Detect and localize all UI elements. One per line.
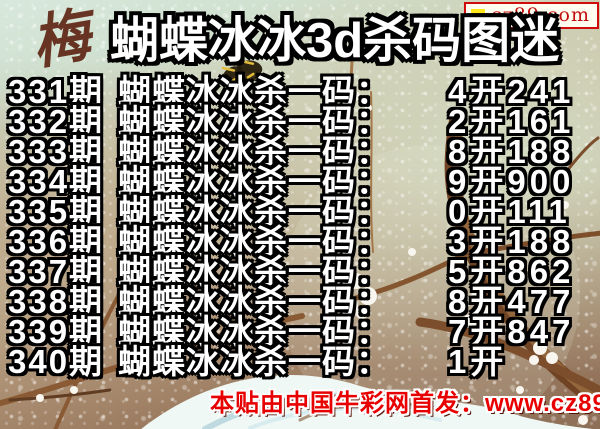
row-period: 333期 bbox=[8, 133, 105, 170]
row-label: 蝴蝶冰冰杀一码： bbox=[118, 283, 390, 320]
plum-blossoms bbox=[36, 91, 588, 425]
row-label: 蝴蝶冰冰杀一码： bbox=[118, 253, 390, 290]
prediction-row: 339期 蝴蝶冰冰杀一码： 7开847 bbox=[0, 313, 600, 350]
row-result: 9开900 bbox=[448, 163, 575, 200]
row-label: 蝴蝶冰冰杀一码： bbox=[118, 193, 390, 230]
row-label: 蝴蝶冰冰杀一码： bbox=[118, 133, 390, 170]
footer-credit-text: 本贴由中国牛彩网首发： bbox=[210, 390, 485, 417]
seal-calligraphy-marks bbox=[73, 134, 95, 233]
cz89-badge-label: cz89.com bbox=[491, 4, 590, 26]
row-label: 蝴蝶冰冰杀一码： bbox=[118, 73, 390, 110]
row-result: 8开188 bbox=[448, 133, 575, 170]
row-result: 5开862 bbox=[448, 253, 575, 290]
page-title: 蝴蝶冰冰3d杀码图迷 bbox=[110, 14, 560, 68]
yellow-square-icon bbox=[471, 8, 486, 23]
prediction-row: 331期 蝴蝶冰冰杀一码： 4开241 bbox=[0, 73, 600, 110]
calligraphy-mei: 梅 bbox=[26, 0, 96, 78]
row-label: 蝴蝶冰冰杀一码： bbox=[118, 313, 390, 350]
row-result: 1开 bbox=[448, 343, 508, 380]
light-halo bbox=[280, 145, 580, 429]
row-label: 蝴蝶冰冰杀一码： bbox=[118, 103, 390, 140]
row-period: 334期 bbox=[8, 163, 105, 200]
row-result: 2开161 bbox=[448, 103, 575, 140]
footer-credit[interactable]: 本贴由中国牛彩网首发：www.cz89.com bbox=[210, 390, 600, 418]
row-label: 蝴蝶冰冰杀一码： bbox=[118, 163, 390, 200]
branches bbox=[0, 60, 600, 429]
snow-mound bbox=[141, 375, 593, 429]
prediction-row: 336期 蝴蝶冰冰杀一码： 3开188 bbox=[0, 223, 600, 260]
row-result: 3开188 bbox=[448, 223, 575, 260]
prediction-row: 338期 蝴蝶冰冰杀一码： 8开477 bbox=[0, 283, 600, 320]
row-result: 4开241 bbox=[448, 73, 575, 110]
row-result: 7开847 bbox=[448, 313, 575, 350]
cz89-badge[interactable]: cz89.com bbox=[464, 2, 599, 29]
prediction-row: 340期 蝴蝶冰冰杀一码： 1开 bbox=[0, 343, 600, 380]
blossom-centers bbox=[149, 117, 477, 310]
row-period: 331期 bbox=[8, 73, 105, 110]
row-result: 0开111 bbox=[448, 193, 571, 230]
row-period: 340期 bbox=[8, 343, 105, 380]
row-period: 336期 bbox=[8, 223, 105, 260]
row-period: 339期 bbox=[8, 313, 105, 350]
prediction-row: 333期 蝴蝶冰冰杀一码： 8开188 bbox=[0, 133, 600, 170]
prediction-rows: 331期 蝴蝶冰冰杀一码： 4开241 332期 蝴蝶冰冰杀一码： 2开161 … bbox=[0, 73, 600, 380]
row-result: 8开477 bbox=[448, 283, 575, 320]
prediction-row: 337期 蝴蝶冰冰杀一码： 5开862 bbox=[0, 253, 600, 290]
row-period: 335期 bbox=[8, 193, 105, 230]
footer-url[interactable]: www.cz89.com bbox=[485, 390, 600, 417]
prediction-row: 334期 蝴蝶冰冰杀一码： 9开900 bbox=[0, 163, 600, 200]
row-period: 332期 bbox=[8, 103, 105, 140]
prediction-row: 335期 蝴蝶冰冰杀一码： 0开111 bbox=[0, 193, 600, 230]
row-period: 338期 bbox=[8, 283, 105, 320]
row-label: 蝴蝶冰冰杀一码： bbox=[118, 223, 390, 260]
row-label: 蝴蝶冰冰杀一码： bbox=[118, 343, 390, 380]
prediction-row: 332期 蝴蝶冰冰杀一码： 2开161 bbox=[0, 103, 600, 140]
butterfly-icon bbox=[221, 55, 263, 86]
row-period: 337期 bbox=[8, 253, 105, 290]
